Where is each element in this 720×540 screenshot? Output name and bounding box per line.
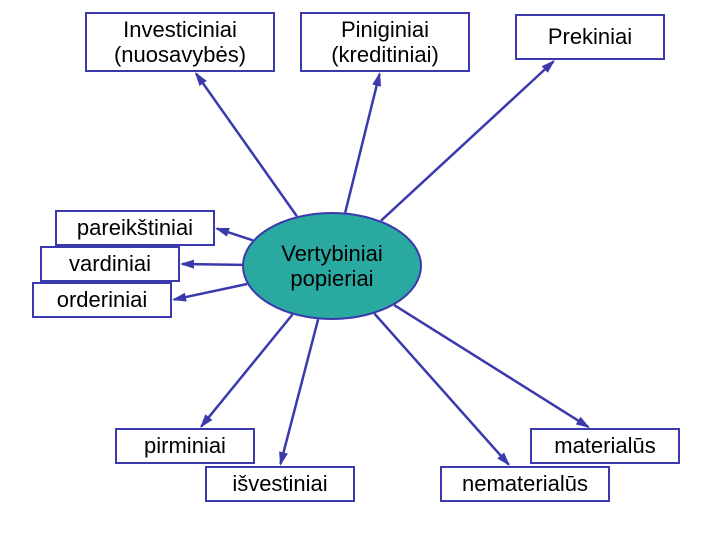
arrowhead-to-isvestiniai xyxy=(279,451,288,466)
edge-to-nematerialus xyxy=(374,314,508,465)
node-isvestiniai: išvestiniai xyxy=(205,466,355,502)
edge-to-orderiniai xyxy=(174,284,247,300)
edge-to-investiciniai xyxy=(196,74,297,217)
edge-to-materialus xyxy=(394,305,588,427)
node-label-materialus: materialūs xyxy=(554,433,655,458)
node-vardiniai: vardiniai xyxy=(40,246,180,282)
arrowhead-to-nematerialus xyxy=(497,453,510,466)
edge-to-prekiniai xyxy=(381,61,554,220)
arrowhead-to-piniginiai xyxy=(372,72,381,87)
node-prekiniai: Prekiniai xyxy=(515,14,665,60)
node-label-vardiniai: vardiniai xyxy=(69,251,151,276)
arrowhead-to-pirminiai xyxy=(200,414,212,428)
node-piniginiai: Piniginiai (kreditiniai) xyxy=(300,12,470,72)
center-label: Vertybiniai popieriai xyxy=(242,212,422,320)
arrowhead-to-orderiniai xyxy=(172,293,187,302)
diagram-stage: Vertybiniai popieriai Investiciniai (nuo… xyxy=(0,0,720,540)
arrowhead-to-vardiniai xyxy=(180,260,194,269)
node-orderiniai: orderiniai xyxy=(32,282,172,318)
node-label-investiciniai: Investiciniai (nuosavybės) xyxy=(114,17,246,68)
arrowhead-to-pareikstiniai xyxy=(215,228,230,237)
edge-to-isvestiniai xyxy=(281,319,319,464)
edge-to-piniginiai xyxy=(345,74,379,213)
edge-to-pirminiai xyxy=(201,315,292,427)
edge-to-vardiniai xyxy=(182,264,242,265)
node-pareikstiniai: pareikštiniai xyxy=(55,210,215,246)
arrowhead-to-investiciniai xyxy=(195,72,207,86)
node-label-pareikstiniai: pareikštiniai xyxy=(77,215,193,240)
node-label-orderiniai: orderiniai xyxy=(57,287,148,312)
node-label-pirminiai: pirminiai xyxy=(144,433,226,458)
node-label-prekiniai: Prekiniai xyxy=(548,24,632,49)
node-label-isvestiniai: išvestiniai xyxy=(232,471,327,496)
center-node: Vertybiniai popieriai xyxy=(242,212,422,320)
node-nematerialus: nematerialūs xyxy=(440,466,610,502)
node-pirminiai: pirminiai xyxy=(115,428,255,464)
arrowhead-to-prekiniai xyxy=(542,60,555,73)
node-materialus: materialūs xyxy=(530,428,680,464)
node-label-nematerialus: nematerialūs xyxy=(462,471,588,496)
arrowhead-to-materialus xyxy=(576,417,590,428)
node-label-piniginiai: Piniginiai (kreditiniai) xyxy=(331,17,439,68)
node-investiciniai: Investiciniai (nuosavybės) xyxy=(85,12,275,72)
